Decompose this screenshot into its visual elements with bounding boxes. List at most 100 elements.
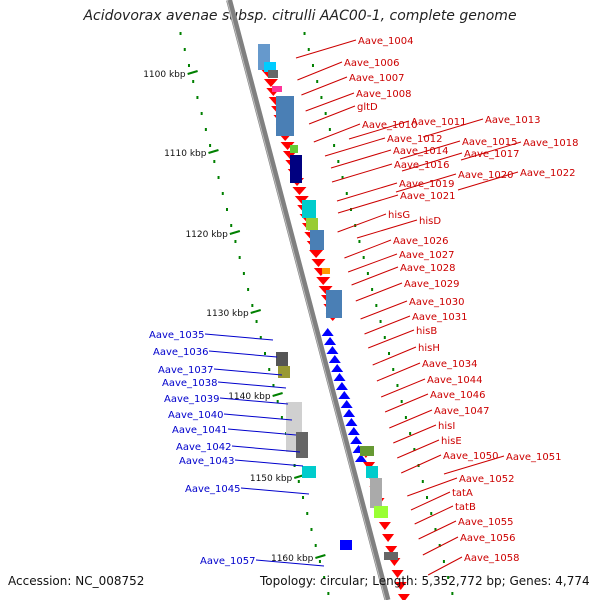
- forward-gene-arrow: [294, 196, 309, 204]
- feature-block: [366, 466, 378, 478]
- gene-leader-line: [337, 194, 399, 214]
- reverse-gene-arrow: [340, 400, 353, 408]
- gc-dot: [196, 96, 199, 99]
- gc-dot: [447, 576, 450, 579]
- reverse-gene-arrow: [321, 328, 334, 336]
- gc-dot: [316, 80, 319, 83]
- gc-dot: [276, 400, 279, 403]
- gene-leader-line: [331, 163, 393, 183]
- gc-dot: [430, 512, 433, 515]
- gc-dot: [451, 592, 454, 595]
- forward-gene-label: Aave_1010: [362, 120, 418, 131]
- gene-leader-line: [344, 239, 392, 259]
- reverse-gene-label: Aave_1040: [168, 410, 224, 421]
- gene-leader-line: [443, 455, 505, 475]
- gc-dot: [409, 432, 412, 435]
- gc-dot: [341, 176, 344, 179]
- gene-leader-line: [397, 439, 440, 459]
- reverse-gene-label: Aave_1041: [172, 425, 228, 436]
- scale-tick: [187, 70, 198, 75]
- forward-gene-label: Aave_1016: [394, 160, 450, 171]
- forward-gene-label: Aave_1011: [411, 117, 467, 128]
- gene-leader-line: [414, 505, 454, 525]
- gc-dot: [280, 416, 283, 419]
- forward-gene-arrow: [309, 250, 324, 258]
- forward-gene-label: Aave_1017: [464, 149, 520, 160]
- reverse-gene-label: Aave_1035: [149, 330, 205, 341]
- topology-label: Topology: circular; Length: 5,352,772 bp…: [260, 574, 590, 588]
- forward-gene-label: hisI: [438, 421, 455, 432]
- gene-leader-line: [308, 105, 356, 125]
- forward-gene-label: Aave_1058: [464, 553, 520, 564]
- gene-leader-line: [348, 120, 410, 140]
- forward-gene-label: tatA: [452, 488, 473, 499]
- forward-gene-label: Aave_1012: [387, 134, 443, 145]
- forward-gene-label: Aave_1030: [409, 297, 465, 308]
- gc-dot: [366, 272, 369, 275]
- forward-gene-label: Aave_1055: [458, 517, 514, 528]
- gc-dot: [323, 576, 326, 579]
- gene-leader-line: [410, 491, 451, 511]
- reverse-gene-arrow: [345, 418, 358, 426]
- gc-dot: [200, 112, 203, 115]
- feature-block: [322, 268, 330, 274]
- gc-dot: [345, 192, 348, 195]
- gc-dot: [371, 288, 374, 291]
- gc-dot: [306, 512, 309, 515]
- gc-dot: [362, 256, 365, 259]
- reverse-gene-arrow: [324, 337, 337, 345]
- gene-leader-line: [301, 76, 348, 96]
- gc-dot: [192, 80, 195, 83]
- gene-leader-line: [422, 536, 459, 556]
- gc-dot: [327, 592, 330, 595]
- forward-gene-label: Aave_1021: [400, 191, 456, 202]
- gc-dot: [259, 336, 262, 339]
- reverse-gene-label: Aave_1042: [176, 442, 232, 453]
- feature-block: [272, 86, 282, 92]
- reverse-gene-arrow: [343, 409, 356, 417]
- accession-label: Accession: NC_008752: [8, 574, 145, 588]
- gc-dot: [255, 320, 258, 323]
- gene-leader-line: [219, 397, 289, 405]
- gene-leader-line: [356, 219, 418, 239]
- forward-gene-label: Aave_1026: [393, 236, 449, 247]
- feature-block: [310, 230, 324, 250]
- scale-tick-label: 1150 kbp: [250, 474, 293, 484]
- reverse-gene-arrow: [333, 373, 346, 381]
- gene-leader-line: [400, 454, 442, 474]
- gc-dot: [438, 544, 441, 547]
- gene-leader-line: [231, 445, 301, 453]
- forward-gene-label: tatB: [455, 502, 476, 513]
- gene-leader-line: [324, 137, 386, 157]
- feature-block: [264, 62, 276, 72]
- map-title: Acidovorax avenae subsp. citrulli AAC00-…: [83, 8, 517, 24]
- feature-block: [290, 155, 302, 183]
- gene-leader-line: [297, 61, 343, 81]
- feature-block: [370, 478, 382, 508]
- forward-gene-label: Aave_1044: [427, 375, 483, 386]
- feature-block: [302, 200, 316, 218]
- scale-tick-label: 1120 kbp: [185, 230, 228, 240]
- gc-dot: [333, 144, 336, 147]
- forward-gene-label: Aave_1019: [399, 179, 455, 190]
- forward-gene-label: Aave_1004: [358, 36, 414, 47]
- forward-gene-label: hisD: [419, 216, 441, 227]
- gc-dot: [324, 112, 327, 115]
- forward-gene-arrow: [385, 546, 398, 554]
- reverse-gene-label: Aave_1039: [164, 394, 220, 405]
- gc-dot: [297, 480, 300, 483]
- scale-tick-label: 1140 kbp: [228, 392, 271, 402]
- gc-dot: [268, 368, 271, 371]
- gc-dot: [404, 416, 407, 419]
- gene-leader-line: [389, 409, 433, 429]
- gc-dot: [314, 544, 317, 547]
- forward-gene-label: Aave_1027: [399, 250, 455, 261]
- forward-gene-arrow: [391, 570, 404, 578]
- gc-dot: [204, 128, 207, 131]
- feature-block: [374, 506, 388, 518]
- forward-gene-label: Aave_1056: [460, 533, 516, 544]
- reverse-gene-arrow: [328, 355, 341, 363]
- scale-tick-label: 1160 kbp: [271, 554, 314, 564]
- gene-leader-line: [368, 329, 415, 349]
- gc-dot: [413, 448, 416, 451]
